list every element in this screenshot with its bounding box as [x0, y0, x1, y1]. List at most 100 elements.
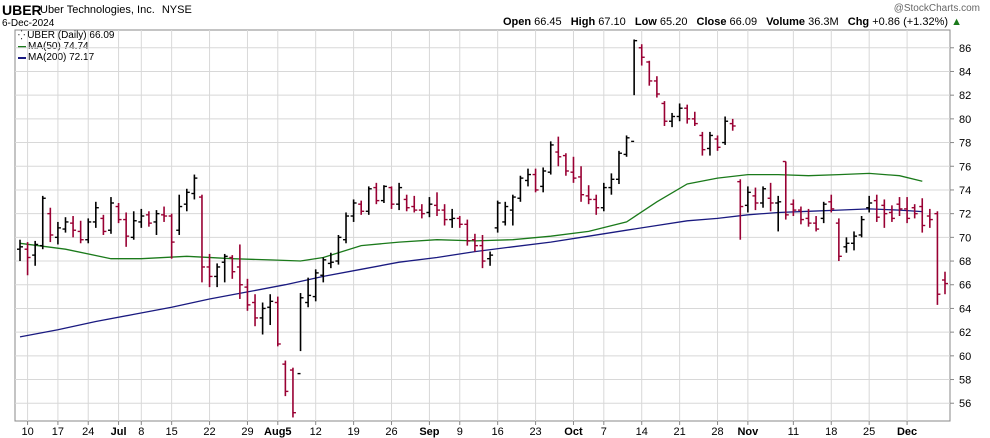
y-tick-label: 66 — [959, 280, 971, 292]
y-tick-label: 64 — [959, 303, 971, 315]
ohlc-bar — [669, 112, 676, 128]
ohlc-bar — [866, 195, 873, 213]
ma-line-ma50 — [19, 172, 923, 262]
ohlc-bar — [70, 216, 77, 238]
y-axis: 56 58 60 62 64 66 68 70 72 74 76 78 80 82 84 86 — [950, 43, 971, 410]
x-tick-label: 24 — [82, 426, 94, 438]
close-label: Close — [696, 16, 727, 28]
ohlc-bar — [926, 208, 933, 228]
chg-up-arrow-icon: ▲ — [951, 16, 962, 28]
x-tick-label: 22 — [203, 426, 215, 438]
x-tick-label: 18 — [825, 426, 837, 438]
ohlc-bar — [911, 204, 918, 219]
ohlc-bar — [365, 186, 372, 215]
ohlc-bar — [744, 186, 751, 213]
ohlc-bar — [699, 131, 706, 156]
ohlc-bar — [456, 216, 463, 228]
ohlc-bar — [434, 192, 441, 217]
x-tick-label: 16 — [492, 426, 504, 438]
ohlc-bar — [191, 174, 198, 200]
ohlc-bar — [631, 39, 638, 143]
ohlc-bar — [623, 135, 630, 157]
ohlc-bar — [214, 263, 221, 288]
ohlc-bar — [722, 116, 729, 145]
y-tick-label: 80 — [959, 114, 971, 126]
ohlc-bar — [305, 277, 312, 308]
ohlc-bar — [176, 194, 183, 235]
volume-value: 36.3M — [808, 16, 839, 28]
y-tick-label: 60 — [959, 351, 971, 363]
ohlc-bar — [904, 197, 911, 224]
ohlc-bar — [851, 231, 858, 251]
x-tick-label: Nov — [737, 426, 759, 438]
ohlc-bar — [547, 141, 554, 175]
close-value: 66.09 — [729, 16, 758, 28]
ohlc-bar — [600, 182, 607, 212]
ohlc-bar — [790, 199, 797, 217]
ohlc-bar — [289, 367, 296, 418]
quote-date: 6-Dec-2024 — [2, 18, 55, 29]
ohlc-bar — [517, 175, 524, 202]
ohlc-bar — [411, 195, 418, 213]
x-tick-label: Oct — [564, 426, 583, 438]
ohlc-bar — [487, 251, 494, 266]
ohlc-bar — [198, 194, 205, 283]
ohlc-bar — [464, 219, 471, 246]
ohlc-bar — [229, 255, 236, 279]
x-tick-label: 7 — [601, 426, 607, 438]
ohlc-bar — [835, 218, 842, 262]
ohlc-bar — [775, 195, 782, 232]
ohlc-bar — [919, 198, 926, 233]
legend-ma200: MA(200) 72.17 — [18, 52, 114, 63]
ohlc-bar — [881, 199, 888, 228]
ohlc-bar — [570, 156, 577, 183]
plot-frame — [14, 29, 951, 422]
x-tick-label: 28 — [711, 426, 723, 438]
y-tick-label: 56 — [959, 398, 971, 410]
ohlc-bar — [153, 210, 160, 235]
ohlc-bar — [441, 204, 448, 226]
ohlc-bar — [350, 199, 357, 222]
ohlc-bar — [183, 188, 190, 212]
ohlc-bar — [130, 211, 137, 240]
ohlc-bar — [221, 253, 228, 283]
ohlc-bar — [32, 240, 39, 266]
x-tick-label: 19 — [347, 426, 359, 438]
ohlc-bar — [896, 197, 903, 217]
ohlc-bar — [737, 179, 744, 240]
ohlc-bar — [107, 197, 114, 234]
x-tick-label: 11 — [788, 426, 799, 438]
low-label: Low — [634, 16, 657, 28]
ohlc-bar — [555, 136, 562, 167]
ohlc-bar-icon: ⁛ — [18, 30, 26, 40]
ohlc-bar — [714, 135, 721, 151]
x-tick-label: Jul — [111, 426, 127, 438]
x-tick-label: 8 — [138, 426, 144, 438]
ohlc-bar — [843, 237, 850, 253]
ohlc-bar — [92, 201, 99, 228]
company-label: Uber Technologies, Inc. — [40, 4, 155, 16]
legend-ma200-label: MA(200) 72.17 — [28, 52, 95, 63]
ohlc-bar — [585, 185, 592, 205]
y-tick-label: 76 — [959, 161, 971, 173]
y-tick-label: 72 — [959, 209, 971, 221]
ohlc-bar — [206, 253, 213, 288]
ohlc-bar — [532, 168, 539, 193]
ohlc-bar — [782, 160, 789, 220]
x-tick-label: 23 — [529, 426, 541, 438]
ohlc-bar — [39, 195, 46, 250]
ohlc-bar — [358, 200, 365, 215]
ohlc-bar — [327, 252, 334, 269]
ohlc-bar — [259, 302, 266, 335]
ohlc-bar — [418, 204, 425, 219]
ohlc-bar — [661, 101, 668, 126]
ohlc-bar — [396, 182, 403, 211]
exchange-label: NYSE — [161, 4, 192, 16]
ohlc-bar — [471, 233, 478, 252]
y-tick-label: 78 — [959, 138, 971, 150]
ohlc-bar — [888, 205, 895, 222]
ohlc-bar — [638, 44, 645, 66]
x-tick-label: 14 — [636, 426, 648, 438]
y-tick-label: 68 — [959, 256, 971, 268]
